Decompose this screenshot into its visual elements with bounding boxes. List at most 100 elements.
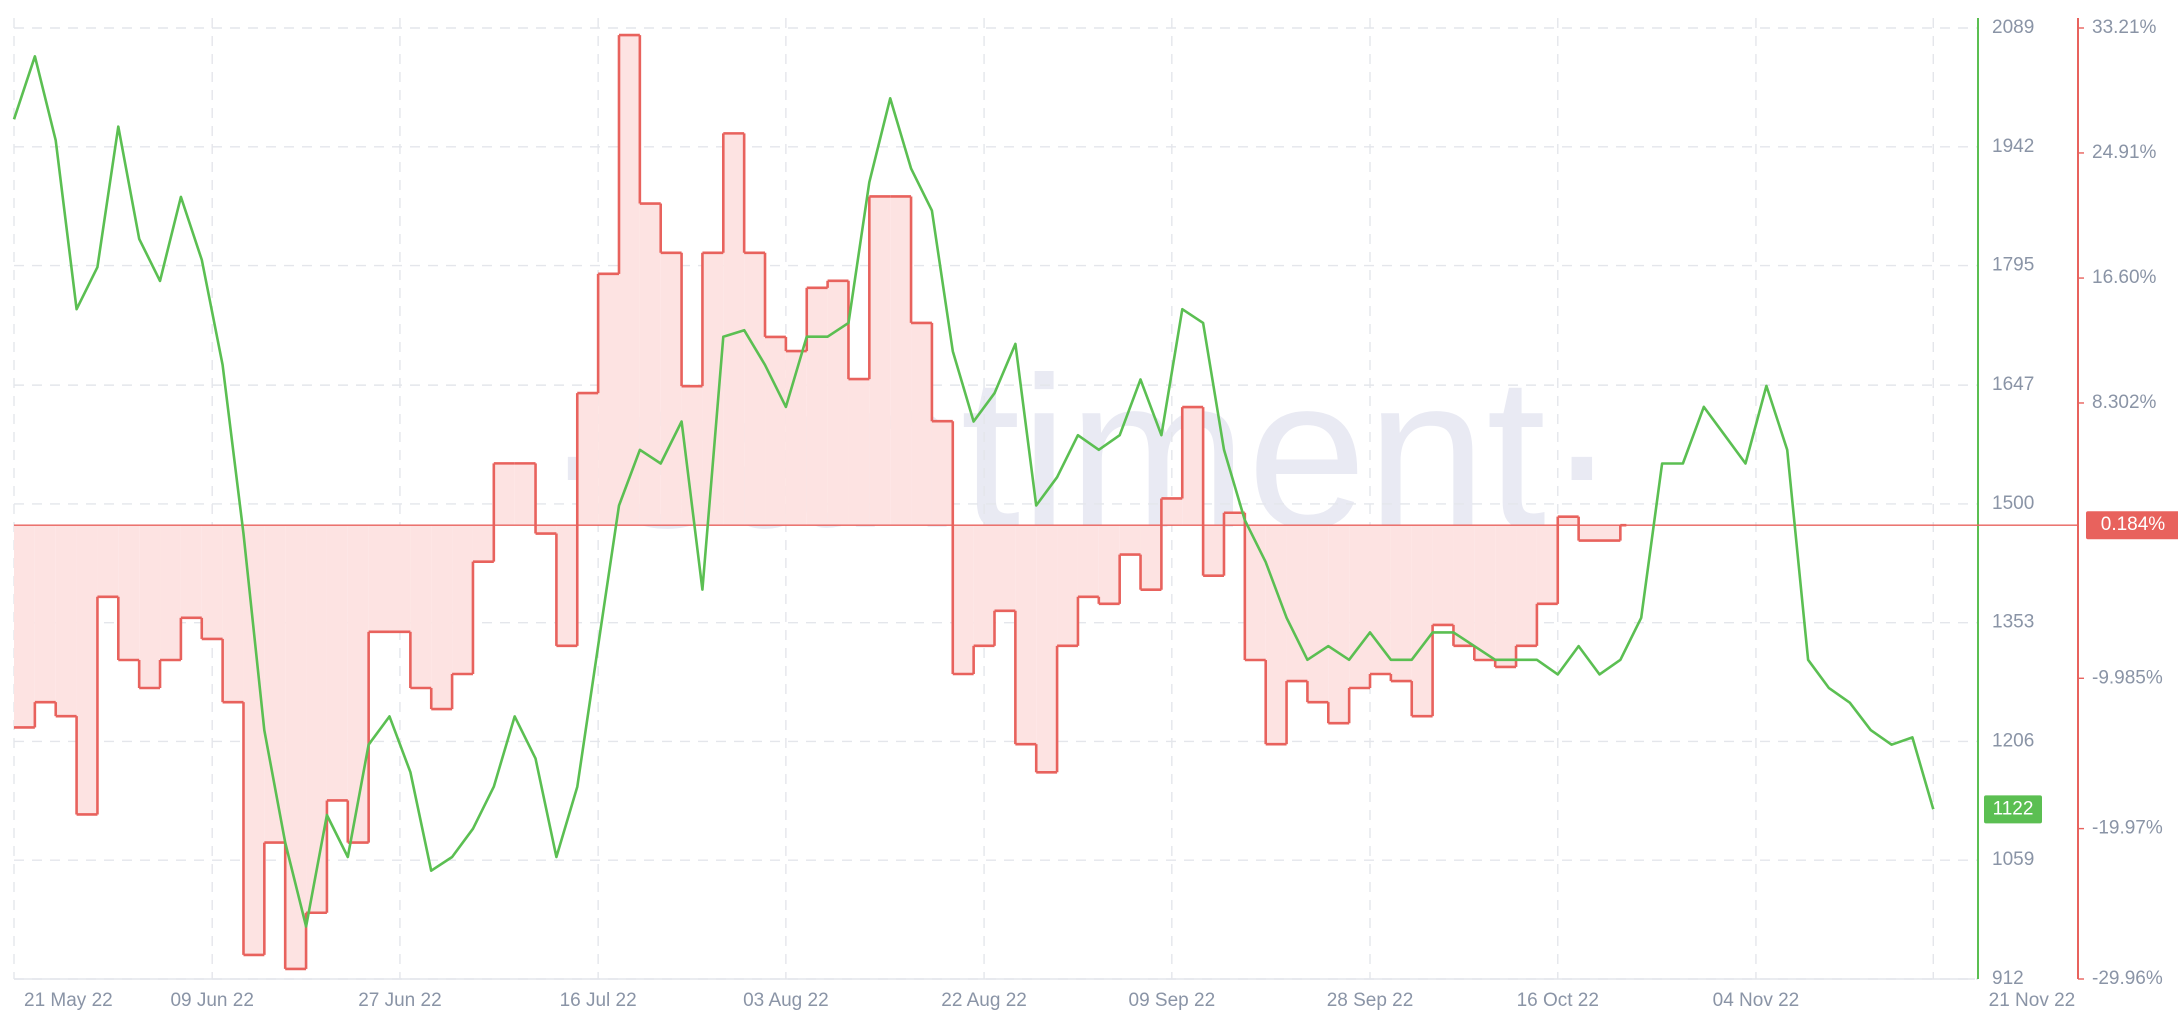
area-segment — [1349, 525, 1371, 688]
area-segment — [681, 386, 703, 526]
x-tick-label: 21 Nov 22 — [1989, 990, 2076, 1011]
last-value-badge — [1984, 795, 2042, 824]
area-segment — [1370, 525, 1391, 674]
area-segment — [1516, 525, 1537, 646]
area-segment — [243, 525, 265, 955]
area-segment — [1265, 525, 1287, 745]
area-segment — [326, 525, 348, 801]
area-segment — [306, 525, 327, 913]
area-segment — [1161, 498, 1183, 526]
area-segment — [472, 525, 494, 562]
area-segment — [535, 525, 557, 534]
area-segment — [97, 525, 119, 597]
area-segment — [180, 525, 202, 618]
y-tick-label: 1500 — [1992, 493, 2034, 514]
y2-tick-label: 33.21% — [2092, 17, 2157, 38]
area-segment — [285, 525, 307, 969]
area-segment — [1077, 525, 1099, 597]
area-segment — [34, 525, 56, 703]
area-segment — [1328, 525, 1350, 724]
x-tick-label: 03 Aug 22 — [743, 990, 829, 1011]
y-tick-label: 1059 — [1992, 849, 2034, 870]
area-segment — [806, 287, 828, 526]
price-line — [12, 55, 1935, 928]
area-segment — [1140, 525, 1162, 590]
y2-tick-label: -19.97% — [2092, 818, 2163, 839]
area-segment — [848, 379, 870, 526]
y2-tick-label: 24.91% — [2092, 142, 2157, 163]
area-segment — [1599, 525, 1621, 541]
area-segment — [1057, 525, 1078, 646]
area-segment — [1119, 525, 1141, 555]
area-segment — [1390, 525, 1412, 682]
area-segment — [1495, 525, 1517, 667]
area-segment — [118, 525, 140, 660]
y-tick-label: 912 — [1992, 968, 2024, 989]
area-segment — [598, 273, 619, 526]
y2-tick-label: -29.96% — [2092, 968, 2163, 989]
area-segment — [1182, 407, 1204, 526]
area-segment — [577, 393, 599, 526]
area-segment — [201, 525, 223, 639]
area-segment — [1474, 525, 1496, 660]
area-segment — [76, 525, 98, 815]
x-tick-label: 27 Jun 22 — [358, 990, 441, 1011]
y-tick-label: 1942 — [1992, 136, 2034, 157]
y-tick-label: 1647 — [1992, 374, 2034, 395]
area-segment — [931, 421, 953, 526]
x-tick-label: 21 May 22 — [24, 990, 113, 1011]
area-segment — [869, 196, 891, 526]
x-tick-label: 22 Aug 22 — [941, 990, 1027, 1011]
area-segment — [1286, 525, 1308, 682]
area-segment — [1015, 525, 1037, 745]
area-segment — [827, 280, 849, 526]
area-segment — [702, 252, 724, 526]
area-segment — [952, 525, 974, 674]
y-tick-label: 2089 — [1992, 17, 2034, 38]
y-tick-label: 1206 — [1992, 730, 2034, 751]
area-segment — [639, 203, 661, 526]
area-segment — [723, 133, 745, 526]
area-segment — [785, 351, 807, 526]
area-segment — [1536, 525, 1558, 604]
area-segment — [347, 525, 369, 843]
area-segment — [994, 525, 1016, 611]
area-segment — [890, 196, 912, 526]
area-segment — [493, 463, 515, 526]
last-value-label: 1122 — [1993, 798, 2034, 819]
area-segment — [1203, 525, 1224, 576]
area-segment — [1036, 525, 1058, 773]
area-segment — [1432, 525, 1454, 625]
area-segment — [410, 525, 432, 688]
area-segment — [618, 35, 640, 526]
area-segment — [264, 525, 286, 843]
area-segment — [911, 322, 932, 526]
area-segment — [1453, 525, 1475, 646]
y-tick-label: 1353 — [1992, 612, 2034, 633]
area-segment — [514, 463, 536, 526]
x-tick-label: 09 Sep 22 — [1129, 990, 1216, 1011]
x-tick-label: 09 Jun 22 — [170, 990, 253, 1011]
area-segment — [389, 525, 411, 632]
area-segment — [139, 525, 161, 688]
area-segment — [660, 252, 682, 526]
area-segment — [973, 525, 995, 646]
x-tick-label: 16 Jul 22 — [560, 990, 637, 1011]
x-tick-label: 28 Sep 22 — [1327, 990, 1414, 1011]
area-segment — [452, 525, 473, 674]
y2-tick-label: -9.985% — [2092, 667, 2163, 688]
area-segment — [431, 525, 453, 710]
area-segment — [1411, 525, 1433, 717]
area-segment — [765, 336, 786, 526]
area-segment — [55, 525, 77, 717]
area-segment — [1098, 525, 1120, 604]
area-segment — [14, 525, 35, 728]
area-segment — [1307, 525, 1329, 703]
area-segment — [160, 525, 181, 660]
area-segment — [1578, 525, 1600, 541]
last-value-label: 0.184% — [2101, 514, 2166, 535]
x-tick-label: 04 Nov 22 — [1713, 990, 1800, 1011]
area-segment — [368, 525, 390, 632]
